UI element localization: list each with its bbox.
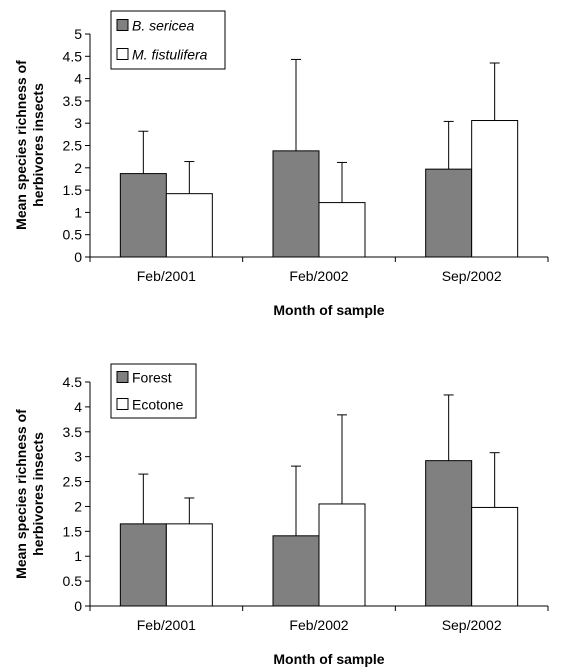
- legend-label: Forest: [132, 370, 172, 386]
- y-tick-label: 2: [74, 498, 82, 514]
- bar: [119, 523, 167, 607]
- y-tick-label: 1.5: [63, 523, 83, 539]
- x-tick-label: Feb/2002: [289, 617, 348, 633]
- y-tick-label: 4.5: [63, 48, 83, 64]
- chart-1: 0 0.5 1 1.5 2 2.5 3 3.5 4 4.5 5 Feb/2001 Feb/2002 Sep…: [13, 10, 549, 318]
- y-tick-label: 2.5: [63, 138, 83, 154]
- bar: [425, 168, 473, 258]
- y-tick-label: 3.5: [63, 93, 83, 109]
- legend-swatch: [116, 398, 129, 410]
- y-tick-label: 0: [74, 598, 82, 614]
- x-tick-label: Sep/2002: [442, 268, 502, 284]
- y-tick-label: 5: [74, 26, 82, 42]
- y-tick-label: 0: [74, 249, 82, 265]
- y-tick-label: 4: [74, 71, 82, 87]
- legend-label: B. sericea: [132, 18, 194, 34]
- x-tick-label: Feb/2001: [137, 268, 196, 284]
- legend: B. sericea M. fistulifera: [110, 10, 226, 70]
- x-axis-title: Month of sample: [273, 302, 384, 318]
- legend-swatch: [116, 48, 129, 60]
- legend-swatch: [116, 19, 129, 31]
- y-tick-label: 2: [74, 160, 82, 176]
- y-tick-label: 3.5: [63, 424, 83, 440]
- y-axis-title: Mean species richness ofherbivores insec…: [13, 60, 46, 230]
- y-axis-title: Mean species richness ofherbivores insec…: [13, 409, 46, 579]
- bar: [471, 506, 519, 607]
- y-axis-title-line: Mean species richness of: [13, 60, 29, 230]
- x-tick-label: Feb/2001: [137, 617, 196, 633]
- legend-box: [110, 10, 226, 70]
- y-tick-label: 4: [74, 399, 82, 415]
- y-tick-label: 1: [74, 548, 82, 564]
- x-tick-label: Sep/2002: [442, 617, 502, 633]
- legend-label: Ecotone: [132, 397, 184, 413]
- legend-swatch: [116, 371, 129, 383]
- bar: [318, 202, 366, 258]
- y-axis-title-line: Mean species richness of: [13, 409, 29, 579]
- y-tick-label: 1: [74, 204, 82, 220]
- y-tick-label: 3: [74, 449, 82, 465]
- bar: [165, 523, 213, 607]
- y-tick-label: 1.5: [63, 182, 83, 198]
- x-tick-label: Feb/2002: [289, 268, 348, 284]
- bar: [272, 535, 320, 607]
- bar: [119, 173, 167, 258]
- y-tick-label: 2.5: [63, 474, 83, 490]
- y-axis-title-line: herbivores insects: [30, 83, 46, 207]
- y-tick-label: 0.5: [63, 573, 83, 589]
- bar: [425, 460, 473, 607]
- bar: [318, 503, 366, 607]
- y-axis-title-line: herbivores insects: [30, 432, 46, 556]
- x-axis-title: Month of sample: [273, 651, 384, 667]
- bar: [272, 150, 320, 258]
- y-tick-label: 4.5: [63, 374, 83, 390]
- chart-2: 0 0.5 1 1.5 2 2.5 3 3.5 4 4.5 Feb/2001 Feb/2002 Sep/…: [13, 363, 549, 667]
- y-tick-label: 3: [74, 115, 82, 131]
- y-tick-label: 0.5: [63, 227, 83, 243]
- bar: [165, 193, 213, 258]
- legend: Forest Ecotone: [110, 363, 197, 419]
- legend-label: M. fistulifera: [132, 47, 208, 63]
- bar: [471, 120, 519, 258]
